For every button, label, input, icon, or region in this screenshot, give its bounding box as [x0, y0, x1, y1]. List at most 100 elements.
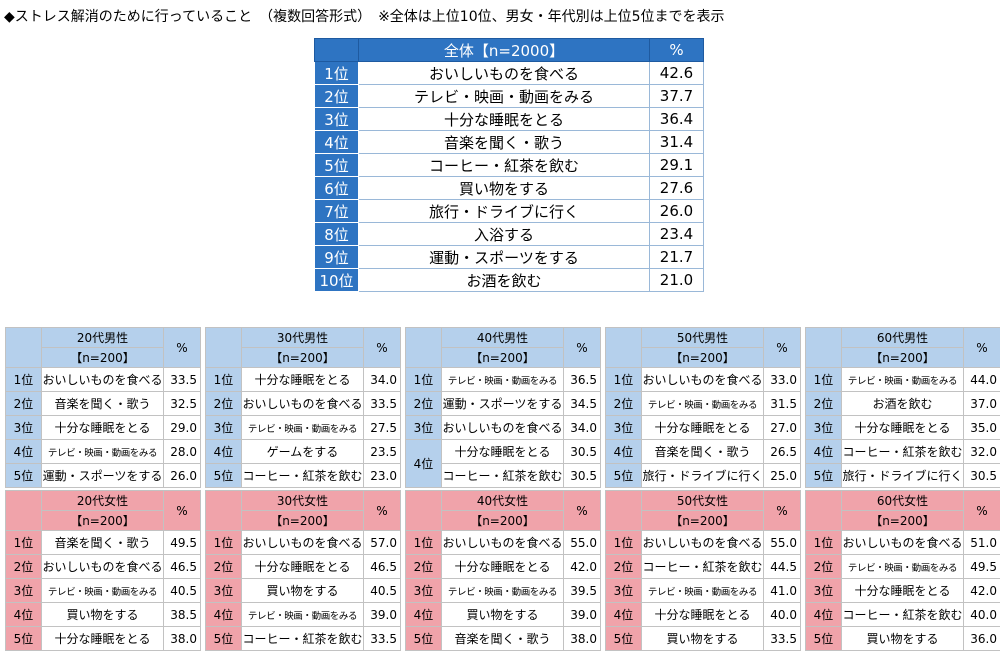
value-cell: 26.0 [649, 199, 704, 223]
item-cell: 買い物をする [241, 578, 364, 603]
value-cell: 36.0 [963, 626, 1000, 651]
value-cell: 46.5 [363, 554, 401, 579]
item-cell: 音楽を聞く・歌う [41, 391, 164, 416]
table-header-row: 60代女性% [805, 490, 1000, 531]
rank-cell: 4位 [5, 439, 42, 464]
rank-cell: 3位 [314, 107, 359, 131]
header-corner [805, 490, 842, 531]
sample-size-header: 【n=200】 [241, 510, 364, 531]
item-cell: 音楽を聞く・歌う [41, 530, 164, 555]
value-cell: 39.5 [563, 578, 601, 603]
item-cell: おいしいものを食べる [358, 61, 650, 85]
table-row: 6位 買い物をする 27.6 [314, 176, 704, 200]
item-cell: おいしいものを食べる [41, 367, 164, 392]
value-cell: 30.5 [563, 439, 601, 464]
rank-cell: 3位 [405, 415, 442, 440]
rank-cell: 4位 [405, 439, 442, 488]
group-header: 30代男性 [241, 327, 364, 348]
item-cell: 十分な睡眠をとる [41, 415, 164, 440]
table-row: 5位 旅行・ドライブに行く 30.5 [805, 463, 1000, 488]
header-corner [605, 327, 642, 368]
header-corner [605, 490, 642, 531]
item-cell: コーヒー・紅茶を飲む [241, 626, 364, 651]
value-cell: 27.5 [363, 415, 401, 440]
rank-cell: 3位 [205, 415, 242, 440]
header-corner [205, 490, 242, 531]
item-cell: お酒を飲む [841, 391, 964, 416]
group-header: 40代男性 [441, 327, 564, 348]
value-cell: 28.0 [163, 439, 201, 464]
item-cell: テレビ・映画・動画をみる [641, 578, 764, 603]
item-cell: 十分な睡眠をとる [841, 415, 964, 440]
table-row: 1位 おいしいものを食べる 55.0 [605, 530, 801, 555]
table-header-row: 【n=200】 [606, 510, 801, 531]
item-cell: 十分な睡眠をとる [641, 415, 764, 440]
table-row: 4位 コーヒー・紅茶を飲む 40.0 [805, 602, 1000, 627]
table-header-row: 【n=200】 [406, 347, 601, 368]
item-cell: おいしいものを食べる [641, 530, 764, 555]
unit-header: % [363, 490, 401, 531]
unit-header: % [363, 327, 401, 368]
table-row: 2位 テレビ・映画・動画をみる 37.7 [314, 84, 704, 108]
female-table-30代女性: 30代女性% 【n=200】 1位 おいしいものを食べる 57.0 2位 十分な睡眠をとる 4… [205, 490, 401, 651]
rank-cell: 4位 [805, 439, 842, 464]
value-cell: 49.5 [163, 530, 201, 555]
item-cell: 十分な睡眠をとる [441, 439, 564, 464]
item-cell: 十分な睡眠をとる [441, 554, 564, 579]
sample-size-header: 【n=200】 [841, 347, 964, 368]
item-cell: 入浴する [358, 222, 650, 246]
unit-header: % [163, 490, 201, 531]
table-row: 2位 テレビ・映画・動画をみる 31.5 [605, 391, 801, 416]
unit-header: % [963, 327, 1000, 368]
rank-cell: 10位 [314, 268, 359, 292]
table-row: 1位 テレビ・映画・動画をみる 44.0 [805, 367, 1000, 392]
item-cell: 買い物をする [641, 626, 764, 651]
item-cell: コーヒー・紅茶を飲む [841, 439, 964, 464]
rank-cell: 7位 [314, 199, 359, 223]
header-corner [5, 327, 42, 368]
value-cell: 46.5 [163, 554, 201, 579]
female-table-20代女性: 20代女性% 【n=200】 1位 音楽を聞く・歌う 49.5 2位 おいしいものを食べる 4… [5, 490, 201, 651]
item-cell: テレビ・映画・動画をみる [41, 439, 164, 464]
table-row: 2位 十分な睡眠をとる 46.5 [205, 554, 401, 579]
unit-header: % [763, 490, 801, 531]
value-cell: 23.0 [363, 463, 401, 488]
value-cell: 33.5 [163, 367, 201, 392]
item-cell: 十分な睡眠をとる [241, 554, 364, 579]
value-cell: 27.0 [763, 415, 801, 440]
table-header-row: 30代男性% [205, 327, 401, 368]
item-cell: 買い物をする [841, 626, 964, 651]
item-cell: おいしいものを食べる [241, 530, 364, 555]
male-table-20代男性: 20代男性% 【n=200】 1位 おいしいものを食べる 33.5 2位 音楽を聞く・歌う 3… [5, 327, 201, 488]
rank-cell: 4位 [205, 439, 242, 464]
rank-cell: 1位 [5, 530, 42, 555]
item-cell: お酒を飲む [358, 268, 650, 292]
table-row: 3位 テレビ・映画・動画をみる 27.5 [205, 415, 401, 440]
rank-cell: 4位 [605, 439, 642, 464]
table-row: 3位 おいしいものを食べる 34.0 [405, 415, 601, 440]
item-cell: コーヒー・紅茶を飲む [841, 602, 964, 627]
table-row: 4位 テレビ・映画・動画をみる 39.0 [205, 602, 401, 627]
table-row: 4位 買い物をする 39.0 [405, 602, 601, 627]
value-cell: 42.0 [963, 578, 1000, 603]
item-cell: 十分な睡眠をとる [841, 578, 964, 603]
value-cell: 38.5 [163, 602, 201, 627]
group-header: 20代男性 [41, 327, 164, 348]
value-cell: 25.0 [763, 463, 801, 488]
rank-cell: 1位 [805, 530, 842, 555]
rank-cell: 3位 [5, 578, 42, 603]
table-header-row: 【n=200】 [606, 347, 801, 368]
female-table-60代女性: 60代女性% 【n=200】 1位 おいしいものを食べる 51.0 2位 テレビ・映画・動画… [805, 490, 1000, 651]
rank-cell: 2位 [805, 391, 842, 416]
item-cell: 十分な睡眠をとる [358, 107, 650, 131]
table-header-row: 【n=200】 [206, 510, 401, 531]
value-cell: 34.0 [363, 367, 401, 392]
value-cell: 29.0 [163, 415, 201, 440]
item-cell: 買い物をする [358, 176, 650, 200]
male-table-50代男性: 50代男性% 【n=200】 1位 おいしいものを食べる 33.0 2位 テレビ・映画・動画… [605, 327, 801, 488]
table-row: 4位 十分な睡眠をとる 30.5 [405, 439, 601, 488]
header-corner [205, 327, 242, 368]
header-corner [805, 327, 842, 368]
rank-cell: 5位 [314, 153, 359, 177]
table-row: 2位 テレビ・映画・動画をみる 49.5 [805, 554, 1000, 579]
